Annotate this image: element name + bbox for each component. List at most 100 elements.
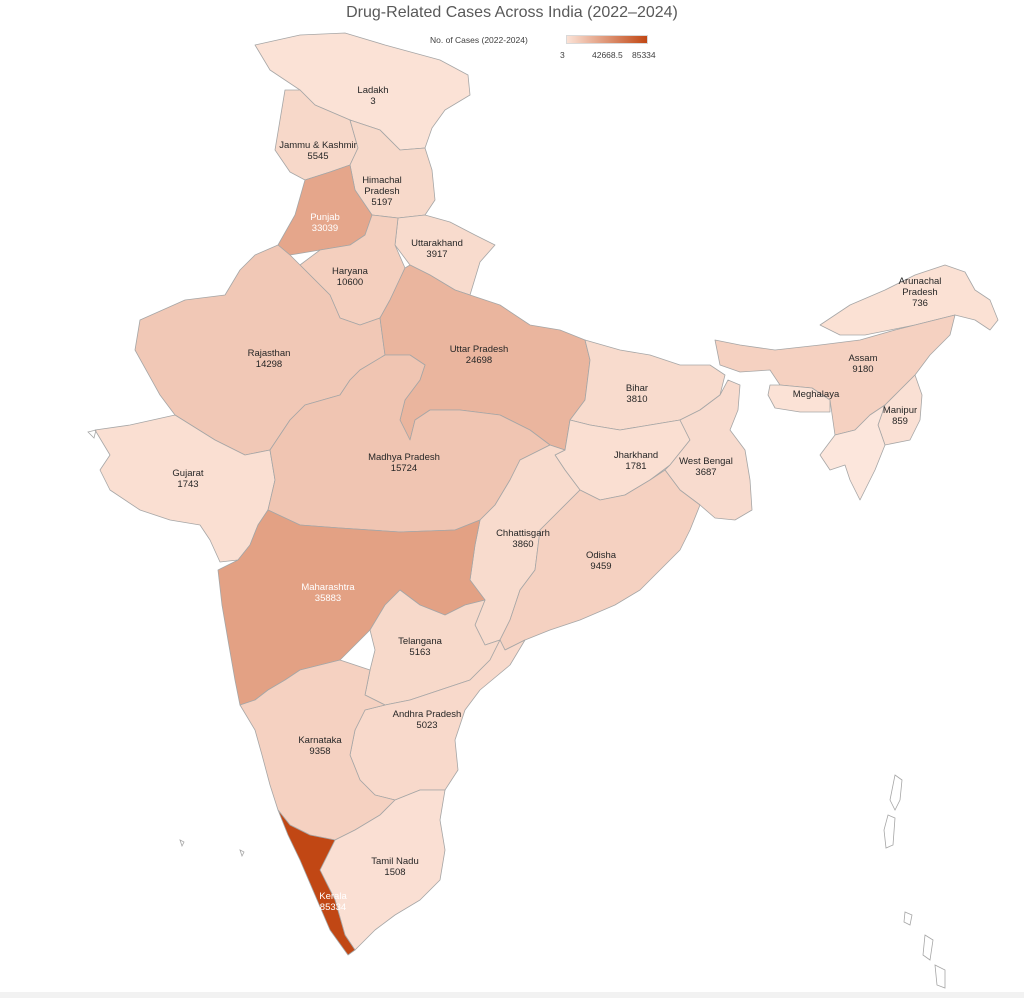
legend-mid-label: 42668.5 <box>592 50 623 60</box>
label-chhattisgarh: Chhattisgarh 3860 <box>496 528 550 550</box>
state-name-line: Maharashtra <box>301 582 355 593</box>
label-maharashtra: Maharashtra 35883 <box>301 582 355 604</box>
state-uttarakhand[interactable] <box>394 214 496 296</box>
label-bihar: Bihar 3810 <box>626 383 648 405</box>
state-name-line: Telangana <box>398 636 443 647</box>
label-telangana: Telangana 5163 <box>398 636 443 658</box>
state-value: 9180 <box>852 364 873 375</box>
state-name-line: Haryana <box>332 266 369 277</box>
state-value: 24698 <box>466 355 492 366</box>
label-assam: Assam 9180 <box>848 353 877 375</box>
state-value: 736 <box>912 298 928 309</box>
state-odisha[interactable] <box>499 469 701 651</box>
label-punjab: Punjab 33039 <box>310 212 340 234</box>
state-value: 33039 <box>312 223 338 234</box>
state-name-line: Jammu & Kashmir <box>279 140 357 151</box>
label-andhra-pradesh: Andhra Pradesh 5023 <box>393 709 462 731</box>
state-value: 10600 <box>337 277 363 288</box>
state-name-line: Himachal <box>362 175 402 186</box>
mizoram-tripura-nagaland-region <box>819 404 886 501</box>
state-name-line: Jharkhand <box>614 450 658 461</box>
label-uttarakhand: Uttarakhand 3917 <box>411 238 463 260</box>
legend-min-label: 3 <box>560 50 565 60</box>
state-value: 3810 <box>626 394 647 405</box>
label-meghalaya: Meghalaya <box>793 389 840 400</box>
state-name-line: Arunachal <box>899 276 942 287</box>
state-value: 5545 <box>307 151 328 162</box>
label-west-bengal: West Bengal 3687 <box>679 456 733 478</box>
state-value: 5023 <box>416 720 437 731</box>
state-value: 35883 <box>315 593 341 604</box>
state-name-line: Andhra Pradesh <box>393 709 462 720</box>
state-value: 1781 <box>625 461 646 472</box>
state-value: 1743 <box>177 479 198 490</box>
andaman-nicobar-islands <box>87 429 946 989</box>
state-name-line: Madhya Pradesh <box>368 452 440 463</box>
state-name-line: Kerala <box>319 891 347 902</box>
state-name-line: Uttarakhand <box>411 238 463 249</box>
state-name-line: Rajasthan <box>248 348 291 359</box>
label-gujarat: Gujarat 1743 <box>172 468 204 490</box>
state-value: 859 <box>892 416 908 427</box>
state-value: 9358 <box>309 746 330 757</box>
label-tamil-nadu: Tamil Nadu 1508 <box>371 856 419 878</box>
label-himachal-pradesh: Himachal Pradesh 5197 <box>362 175 402 208</box>
state-arunachal-pradesh[interactable] <box>819 264 999 336</box>
state-name-line: Uttar Pradesh <box>450 344 509 355</box>
color-legend: No. of Cases (2022-2024) 3 42668.5 85334 <box>430 34 670 64</box>
state-value: 14298 <box>256 359 282 370</box>
labels-layer: Ladakh 3 Jammu & Kashmir 5545 Himachal Prad… <box>172 85 941 913</box>
state-value: 3860 <box>512 539 533 550</box>
label-uttar-pradesh: Uttar Pradesh 24698 <box>450 344 509 366</box>
state-value: 5197 <box>371 197 392 208</box>
island-shape <box>239 849 245 858</box>
island-shape <box>903 911 913 926</box>
island-shape <box>889 774 903 811</box>
label-manipur: Manipur 859 <box>883 405 917 427</box>
state-name-line: Odisha <box>586 550 617 561</box>
label-ladakh: Ladakh 3 <box>357 85 388 107</box>
state-name-line: Pradesh <box>902 287 937 298</box>
legend-max-label: 85334 <box>632 50 656 60</box>
state-value: 3917 <box>426 249 447 260</box>
state-name-line: Pradesh <box>364 186 399 197</box>
state-name-line: Tamil Nadu <box>371 856 419 867</box>
state-value: 3687 <box>695 467 716 478</box>
label-rajasthan: Rajasthan 14298 <box>248 348 291 370</box>
island-shape <box>883 814 896 849</box>
bottom-divider <box>0 992 1024 998</box>
island-shape <box>934 964 946 989</box>
state-name-line: Punjab <box>310 212 340 223</box>
label-odisha: Odisha 9459 <box>586 550 617 572</box>
label-madhya-pradesh: Madhya Pradesh 15724 <box>368 452 440 474</box>
chart-title: Drug-Related Cases Across India (2022–20… <box>346 4 678 21</box>
state-name-line: Karnataka <box>298 735 342 746</box>
label-jharkhand: Jharkhand 1781 <box>614 450 658 472</box>
legend-gradient-bar <box>566 35 648 44</box>
state-west-bengal[interactable] <box>664 379 753 521</box>
state-value: 5163 <box>409 647 430 658</box>
label-arunachal-pradesh: Arunachal Pradesh 736 <box>899 276 942 309</box>
label-jammu-kashmir: Jammu & Kashmir 5545 <box>279 140 357 162</box>
state-value: 9459 <box>590 561 611 572</box>
state-kerala[interactable] <box>277 809 356 956</box>
state-name-line: Chhattisgarh <box>496 528 550 539</box>
state-meghalaya[interactable] <box>767 384 831 413</box>
island-shape <box>922 934 934 961</box>
state-name-line: Gujarat <box>172 468 204 479</box>
state-value: 1508 <box>384 867 405 878</box>
label-kerala: Kerala 85334 <box>319 891 347 913</box>
state-name-line: Ladakh <box>357 85 388 96</box>
states-layer <box>94 32 999 956</box>
state-name-line: Meghalaya <box>793 389 840 400</box>
state-value: 3 <box>370 96 375 107</box>
legend-title: No. of Cases (2022-2024) <box>430 35 528 45</box>
state-name-line: Bihar <box>626 383 648 394</box>
state-value: 15724 <box>391 463 417 474</box>
state-value: 85334 <box>320 902 346 913</box>
label-karnataka: Karnataka 9358 <box>298 735 342 757</box>
state-name-line: Assam <box>848 353 877 364</box>
island-shape <box>179 839 185 848</box>
label-haryana: Haryana 10600 <box>332 266 369 288</box>
